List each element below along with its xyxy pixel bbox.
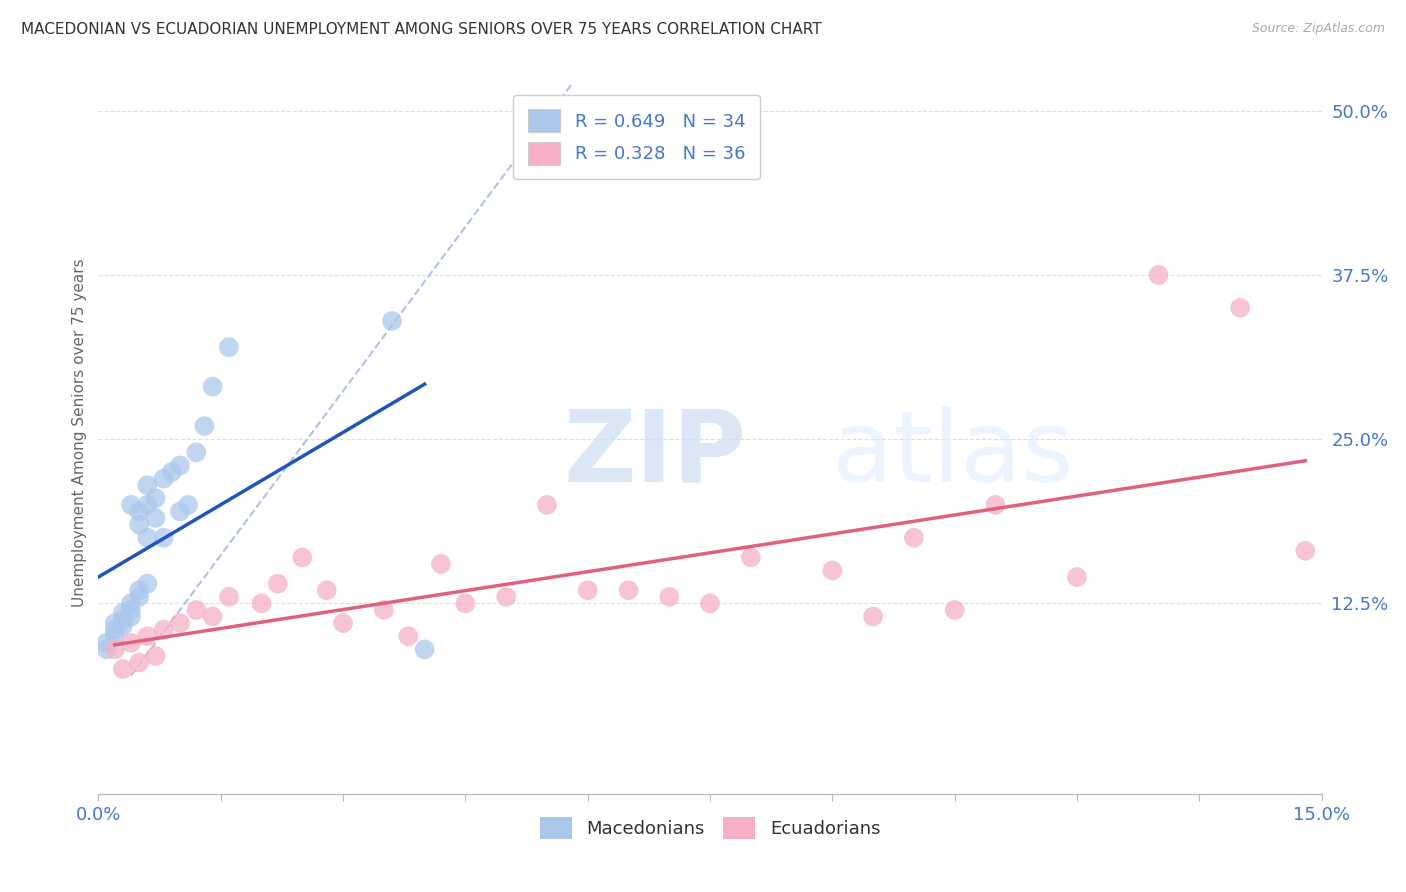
Point — [152, 531, 174, 545]
Point — [454, 596, 477, 610]
Point — [218, 590, 240, 604]
Point — [430, 557, 453, 571]
Point — [169, 504, 191, 518]
Point — [267, 576, 290, 591]
Point — [104, 629, 127, 643]
Point — [136, 478, 159, 492]
Point — [145, 511, 167, 525]
Point — [128, 517, 150, 532]
Point — [186, 445, 208, 459]
Point — [120, 609, 142, 624]
Point — [193, 419, 215, 434]
Point — [136, 531, 159, 545]
Point — [740, 550, 762, 565]
Point — [186, 603, 208, 617]
Legend: Macedonians, Ecuadorians: Macedonians, Ecuadorians — [533, 810, 887, 847]
Point — [111, 614, 134, 628]
Point — [160, 465, 183, 479]
Point — [984, 498, 1007, 512]
Point — [332, 616, 354, 631]
Y-axis label: Unemployment Among Seniors over 75 years: Unemployment Among Seniors over 75 years — [72, 259, 87, 607]
Point — [250, 596, 273, 610]
Point — [128, 583, 150, 598]
Point — [120, 596, 142, 610]
Point — [145, 648, 167, 663]
Point — [136, 498, 159, 512]
Text: Source: ZipAtlas.com: Source: ZipAtlas.com — [1251, 22, 1385, 36]
Text: MACEDONIAN VS ECUADORIAN UNEMPLOYMENT AMONG SENIORS OVER 75 YEARS CORRELATION CH: MACEDONIAN VS ECUADORIAN UNEMPLOYMENT AM… — [21, 22, 821, 37]
Point — [111, 606, 134, 620]
Point — [104, 616, 127, 631]
Point — [576, 583, 599, 598]
Point — [862, 609, 884, 624]
Point — [104, 623, 127, 637]
Point — [536, 498, 558, 512]
Point — [152, 623, 174, 637]
Point — [96, 642, 118, 657]
Point — [413, 642, 436, 657]
Point — [169, 616, 191, 631]
Point — [120, 603, 142, 617]
Point — [136, 629, 159, 643]
Point — [120, 498, 142, 512]
Point — [943, 603, 966, 617]
Point — [315, 583, 337, 598]
Point — [821, 564, 844, 578]
Point — [699, 596, 721, 610]
Point — [136, 576, 159, 591]
Point — [177, 498, 200, 512]
Point — [218, 340, 240, 354]
Point — [1229, 301, 1251, 315]
Point — [104, 642, 127, 657]
Point — [1147, 268, 1170, 282]
Point — [617, 583, 640, 598]
Point — [169, 458, 191, 473]
Point — [152, 472, 174, 486]
Point — [1294, 544, 1316, 558]
Point — [111, 662, 134, 676]
Text: atlas: atlas — [832, 406, 1074, 503]
Point — [1066, 570, 1088, 584]
Point — [128, 504, 150, 518]
Point — [128, 590, 150, 604]
Point — [903, 531, 925, 545]
Point — [495, 590, 517, 604]
Point — [396, 629, 419, 643]
Point — [145, 491, 167, 506]
Point — [111, 618, 134, 632]
Point — [381, 314, 404, 328]
Point — [128, 656, 150, 670]
Point — [120, 636, 142, 650]
Point — [291, 550, 314, 565]
Point — [201, 379, 224, 393]
Text: ZIP: ZIP — [564, 406, 747, 503]
Point — [658, 590, 681, 604]
Point — [201, 609, 224, 624]
Point — [373, 603, 395, 617]
Point — [96, 636, 118, 650]
